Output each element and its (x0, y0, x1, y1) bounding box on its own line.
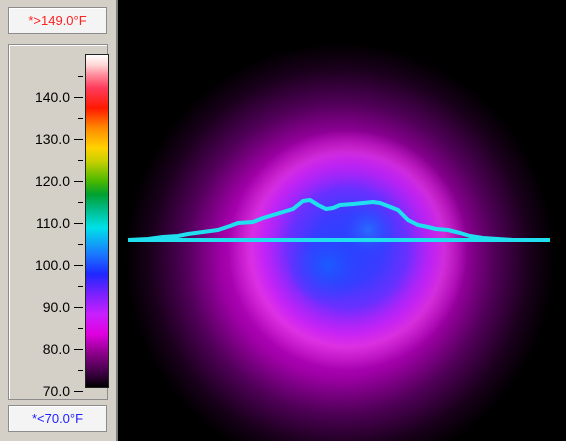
scale-tick-mark (74, 307, 83, 308)
thermal-image-graphic (118, 0, 566, 441)
scale-tick-label: 120.0 (34, 173, 70, 189)
thermal-image[interactable] (118, 0, 566, 441)
scale-tick-mark (74, 223, 83, 224)
max-temperature-limit[interactable]: *>149.0°F (8, 7, 107, 34)
scale-tick-label: 110.0 (36, 215, 70, 231)
scale-minor-tick (78, 160, 83, 161)
scale-tick-mark (74, 181, 83, 182)
scale-tick-label: 80.0 (42, 341, 70, 357)
scale-tick-label: 90.0 (42, 299, 70, 315)
scale-tick-label: 140.0 (34, 89, 70, 105)
scale-minor-tick (78, 76, 83, 77)
min-temperature-limit[interactable]: *<70.0°F (8, 405, 107, 432)
scale-tick-mark (74, 265, 83, 266)
scale-tick-mark (74, 349, 83, 350)
scale-tick-mark (74, 391, 83, 392)
scale-minor-tick (78, 328, 83, 329)
scale-minor-tick (78, 286, 83, 287)
scale-tick-label: 130.0 (34, 131, 70, 147)
temperature-profile-curve[interactable] (127, 198, 550, 242)
temperature-colorbar[interactable] (85, 54, 109, 388)
scale-tick-mark (74, 97, 83, 98)
scale-minor-tick (78, 370, 83, 371)
scale-minor-tick (78, 244, 83, 245)
figure-caption: gure 5. Temperature profile (IR data) (0, 0, 566, 10)
scale-minor-tick (78, 118, 83, 119)
scale-tick-label: 100.0 (34, 257, 70, 273)
temperature-legend-panel: *>149.0°F 140.0 130.0 120.0 110.0 100.0 90.0 8… (0, 0, 118, 441)
scale-tick-mark (74, 139, 83, 140)
scale-tick-label: 70.0 (42, 383, 70, 399)
scale-minor-tick (78, 202, 83, 203)
